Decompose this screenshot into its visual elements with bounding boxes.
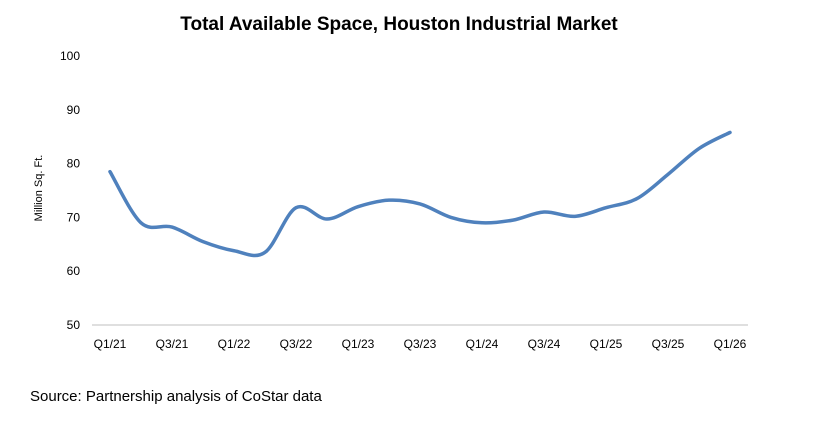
x-tick-label: Q3/22 <box>280 337 313 351</box>
y-tick-label: 60 <box>67 264 81 278</box>
x-tick-label: Q3/21 <box>156 337 189 351</box>
y-tick-label: 90 <box>67 103 81 117</box>
y-tick-label: 70 <box>67 210 81 224</box>
y-tick-label: 100 <box>60 49 80 63</box>
x-tick-label: Q3/23 <box>404 337 437 351</box>
chart-title: Total Available Space, Houston Industria… <box>180 14 618 35</box>
x-tick-label: Q1/25 <box>590 337 623 351</box>
x-axis-ticks: Q1/21 Q3/21 Q1/22 Q3/22 Q1/23 Q3/23 Q1/24 Q3/24… <box>94 337 747 351</box>
x-tick-label: Q3/24 <box>528 337 561 351</box>
x-tick-label: Q1/21 <box>94 337 127 351</box>
x-tick-label: Q3/25 <box>652 337 685 351</box>
y-axis-ticks: 50 60 70 80 90 100 <box>60 49 80 332</box>
x-tick-label: Q1/23 <box>342 337 375 351</box>
y-tick-label: 80 <box>67 157 81 171</box>
series-layer <box>108 130 732 258</box>
series-line-0 <box>108 130 732 258</box>
x-tick-label: Q1/22 <box>218 337 251 351</box>
source-note: Source: Partnership analysis of CoStar d… <box>30 388 322 405</box>
y-axis-label: Million Sq. Ft. <box>33 155 45 222</box>
x-tick-label: Q1/24 <box>466 337 499 351</box>
y-tick-label: 50 <box>67 318 81 332</box>
x-tick-label: Q1/26 <box>714 337 747 351</box>
